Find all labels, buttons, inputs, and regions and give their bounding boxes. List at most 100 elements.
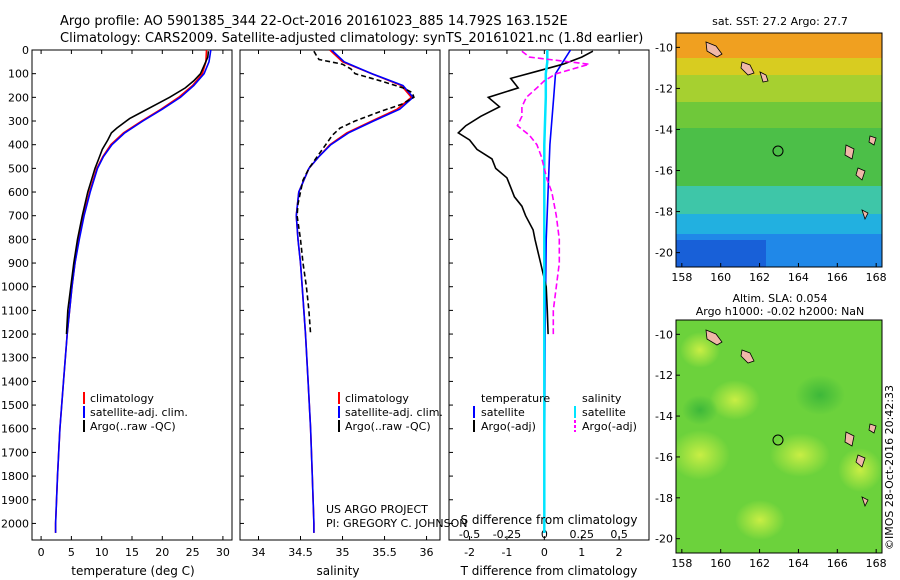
- x-tick-label: 30: [216, 546, 230, 559]
- difference-series: [457, 50, 594, 533]
- lon-tick-label: 166: [827, 271, 848, 284]
- x-tick-label: 2: [616, 546, 623, 559]
- island: [855, 454, 866, 468]
- island: [868, 135, 877, 146]
- x-tick-label: 36: [420, 546, 434, 559]
- island: [861, 209, 869, 221]
- depth-axis: 0 100 200 300 400 500 600 700 800 900 1000 1100 1200…: [1, 44, 453, 530]
- depth-tick-label: 600: [8, 186, 29, 199]
- legend-label-satellite: satellite-adj. clim.: [345, 406, 443, 419]
- x-tick-label: -2: [464, 546, 475, 559]
- lon-tick-label: 166: [827, 557, 848, 570]
- temperature-legend: climatology satellite-adj. clim. Argo(..…: [83, 392, 188, 433]
- depth-tick-label: 1900: [1, 494, 29, 507]
- sst-map: [676, 33, 882, 267]
- depth-tick-label: 1600: [1, 423, 29, 436]
- sla-high-blob: [838, 448, 882, 492]
- sst-band-2: [676, 58, 882, 78]
- sst-map-title: sat. SST: 27.2 Argo: 27.7: [712, 15, 848, 28]
- legend-label-salinity-argo: Argo(-adj): [582, 420, 637, 433]
- legend-label-climatology: climatology: [90, 392, 154, 405]
- island: [759, 71, 769, 83]
- island: [868, 423, 877, 434]
- land-masses: [705, 329, 877, 508]
- figure-title-line2: Climatology: CARS2009. Satellite-adjuste…: [60, 31, 643, 46]
- sst-map-frame: [675, 32, 883, 268]
- depth-tick-label: 1800: [1, 470, 29, 483]
- depth-tick-label: 500: [8, 162, 29, 175]
- x-tick-label: 15: [125, 546, 139, 559]
- depth-tick-label: 1200: [1, 328, 29, 341]
- depth-tick-label: 800: [8, 233, 29, 246]
- argo-location-marker: [772, 434, 784, 446]
- temperature-series: [54, 50, 212, 533]
- sla-low-blob: [795, 375, 845, 415]
- series-line-satellite-adj-clim: [295, 50, 415, 533]
- x-tick-label: 0: [541, 546, 548, 559]
- sst-band-3: [676, 75, 882, 105]
- sla-high-blob: [710, 380, 760, 420]
- lat-tick-label: -14: [655, 123, 673, 136]
- lat-tick-label: -12: [655, 82, 673, 95]
- x-tick-label: 34: [251, 546, 265, 559]
- argo-location-marker: [772, 145, 784, 157]
- sla-low-blob: [682, 395, 718, 425]
- sla-map-axes: 158 160 162 164 166 168 -10 -12 -14 -16 -18 -20: [655, 328, 887, 570]
- lon-tick-label: 162: [749, 271, 770, 284]
- legend-label-argo: Argo(..raw -QC): [90, 420, 176, 433]
- legend-label-temperature-argo: Argo(-adj): [481, 420, 536, 433]
- depth-tick-label: 100: [8, 68, 29, 81]
- sla-map: [676, 320, 882, 553]
- pi-annotation: PI: GREGORY C. JOHNSON: [326, 517, 467, 530]
- lat-tick-label: -18: [655, 492, 673, 505]
- series-line-satellite-adj-clim: [54, 50, 212, 533]
- depth-tick-label: 1100: [1, 304, 29, 317]
- series-line-temperature-argo-adj-: [457, 50, 594, 335]
- temperature-x-axis: 0 5 10 15 20 25 30: [38, 50, 230, 559]
- x-tick-label: 10: [95, 546, 109, 559]
- x-tick-label: 0: [38, 546, 45, 559]
- depth-tick-label: 2000: [1, 517, 29, 530]
- depth-tick-label: 1000: [1, 281, 29, 294]
- x-tick-label: 1: [578, 546, 585, 559]
- sla-map-title-line1: Altim. SLA: 0.054: [732, 292, 827, 305]
- lon-tick-label: 164: [788, 557, 809, 570]
- lon-tick-label: 162: [749, 557, 770, 570]
- x-tick-label: 34.5: [288, 546, 313, 559]
- sla-map-title-line2: Argo h1000: -0.02 h2000: NaN: [696, 305, 865, 318]
- series-line-argo-raw-qc: [65, 51, 210, 335]
- depth-tick-label: 1700: [1, 446, 29, 459]
- lat-tick-label: -12: [655, 369, 673, 382]
- lon-tick-label: 158: [671, 271, 692, 284]
- series-line-temperature-satellite: [543, 50, 572, 533]
- figure-title-line1: Argo profile: AO 5901385_344 22-Oct-2016…: [60, 14, 568, 29]
- legend-heading-salinity: salinity: [582, 392, 622, 405]
- lat-tick-label: -20: [655, 533, 673, 546]
- island: [740, 349, 755, 364]
- lat-tick-label: -10: [655, 328, 673, 341]
- sla-high-blob: [770, 433, 830, 477]
- lat-tick-label: -14: [655, 410, 673, 423]
- temperature-panel-frame: [31, 49, 233, 541]
- project-annotation: US ARGO PROJECT: [326, 503, 428, 516]
- salinity-legend: climatology satellite-adj. clim. Argo(..…: [338, 392, 443, 433]
- x-tick-label: 35.5: [372, 546, 397, 559]
- land-masses: [705, 41, 877, 221]
- s-tick-label: 0.5: [610, 528, 628, 541]
- series-line-salinity-argo-adj-: [516, 50, 590, 335]
- lon-tick-label: 168: [866, 557, 887, 570]
- lat-tick-label: -16: [655, 165, 673, 178]
- sst-band-5: [676, 128, 882, 190]
- depth-tick-label: 900: [8, 257, 29, 270]
- difference-panel-frame: [448, 49, 650, 541]
- lat-tick-label: -10: [655, 41, 673, 54]
- legend-label-satellite: satellite-adj. clim.: [90, 406, 188, 419]
- sst-band-4: [676, 102, 882, 132]
- sst-map-axes: 158 160 162 164 166 168 -10 -12 -14 -16 -18 -20: [655, 41, 887, 284]
- lon-tick-label: 168: [866, 271, 887, 284]
- lat-tick-label: -18: [655, 206, 673, 219]
- sst-cold-patch: [676, 240, 766, 267]
- salinity-axis-label: salinity: [316, 564, 359, 578]
- s-tick-label: 0.25: [569, 528, 594, 541]
- depth-tick-label: 400: [8, 139, 29, 152]
